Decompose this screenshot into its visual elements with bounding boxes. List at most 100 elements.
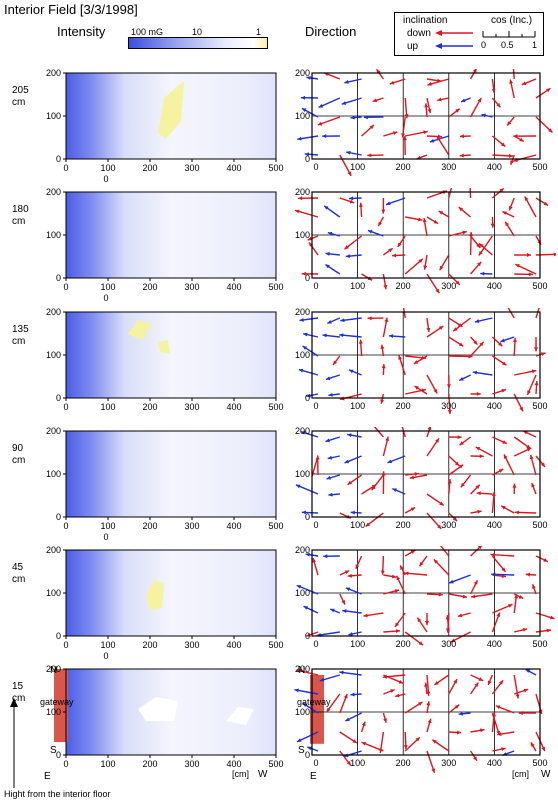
field-arrow-5-0-2 bbox=[302, 703, 308, 707]
field-arrow-3-4-4 bbox=[410, 507, 416, 512]
field-arrow-5-2-3 bbox=[361, 721, 366, 727]
field-arrow-1-2-3 bbox=[345, 254, 351, 259]
field-arrow-0-2-1 bbox=[341, 101, 347, 105]
direction-plot-3: 0 100 200 300 400 500 0 100 200 bbox=[295, 427, 548, 530]
gateway-block-5 bbox=[54, 669, 68, 743]
white-region-5 bbox=[138, 697, 178, 721]
field-arrow-1-1-3 bbox=[325, 251, 330, 256]
field-arrow-4-0-2 bbox=[296, 585, 302, 589]
weak-region-b-2 bbox=[158, 340, 170, 354]
field-arrow-0-8-0 bbox=[491, 88, 496, 94]
unit-label-intensity: [cm] bbox=[232, 769, 249, 779]
field-arrow-5-10-3 bbox=[541, 746, 545, 752]
field-arrow-3-0-0 bbox=[300, 431, 306, 435]
field-arrow-5-5-2 bbox=[426, 701, 431, 706]
direction-xtick-0-1: 100 bbox=[350, 162, 365, 172]
field-arrow-5-10-0 bbox=[525, 669, 531, 674]
field-arrow-1-9-0 bbox=[508, 206, 513, 211]
field-arrow-5-1-2 bbox=[343, 694, 348, 699]
field-arrow-3-5-4 bbox=[437, 524, 442, 529]
field-arrow-0-7-1 bbox=[461, 98, 466, 103]
field-arrow-1-1-0 bbox=[349, 199, 355, 204]
panel-height-4: 45 bbox=[12, 562, 24, 573]
intensity-colorbar bbox=[128, 37, 268, 49]
field-arrow-2-9-4 bbox=[519, 406, 523, 412]
direction-ytick-0-0: 0 bbox=[305, 154, 310, 164]
field-arrow-3-8-0 bbox=[502, 440, 507, 444]
direction-ytick-5-1: 100 bbox=[295, 707, 310, 717]
intensity-xtick-4-5: 500 bbox=[268, 640, 283, 650]
field-arrow-2-5-0 bbox=[426, 327, 431, 333]
field-arrow-5-6-1 bbox=[453, 679, 458, 684]
field-arrow-4-4-4 bbox=[418, 641, 424, 646]
field-arrow-3-3-3 bbox=[381, 471, 386, 476]
direction-xtick-4-2: 200 bbox=[396, 639, 411, 649]
field-arrow-1-10-1 bbox=[524, 196, 529, 201]
panel-unit-1: cm bbox=[12, 216, 26, 227]
field-arrow-4-9-2 bbox=[518, 594, 524, 599]
legend-down: down bbox=[407, 28, 431, 39]
field-arrow-3-9-0 bbox=[526, 444, 531, 449]
field-arrow-0-8-4 bbox=[508, 153, 513, 158]
direction-ytick-5-0: 0 bbox=[305, 750, 310, 760]
field-arrow-2-0-1 bbox=[303, 332, 308, 337]
field-arrow-5-6-3 bbox=[456, 730, 462, 735]
field-arrow-1-1-2 bbox=[327, 231, 333, 236]
field-arrow-0-0-2 bbox=[301, 108, 307, 112]
legend-label-1: 1 bbox=[256, 27, 262, 37]
field-arrow-4-0-1 bbox=[312, 558, 317, 563]
field-arrow-3-9-4 bbox=[501, 505, 506, 510]
field-arrow-1-10-4 bbox=[515, 264, 520, 268]
panel-height-2: 135 bbox=[12, 324, 29, 335]
field-arrow-2-1-1 bbox=[322, 333, 327, 338]
field-arrow-3-10-1 bbox=[540, 462, 546, 467]
field-arrow-5-4-4 bbox=[415, 737, 420, 742]
field-arrow-2-7-4 bbox=[476, 391, 481, 396]
direction-legend: inclination down up cos (Inc.) 0 0.5 1 bbox=[394, 12, 544, 56]
intensity-field-2 bbox=[66, 312, 276, 398]
field-arrow-5-3-1 bbox=[390, 689, 395, 693]
legend-arrows bbox=[435, 30, 473, 49]
direction-frame-2 bbox=[311, 311, 541, 399]
field-arrow-2-7-1 bbox=[473, 340, 478, 345]
intensity-xtick-5-3: 300 bbox=[184, 759, 199, 769]
field-arrow-1-9-2 bbox=[505, 221, 510, 227]
intensity-ytick-1-1: 100 bbox=[46, 230, 61, 240]
field-arrow-4-9-0 bbox=[490, 552, 495, 557]
field-arrow-2-5-1 bbox=[438, 326, 444, 330]
field-arrow-0-3-2 bbox=[363, 115, 368, 120]
field-arrow-1-3-2 bbox=[367, 229, 373, 234]
direction-xtick-1-0: 0 bbox=[313, 281, 318, 291]
field-arrow-2-5-3 bbox=[433, 389, 438, 394]
direction-xtick-4-5: 500 bbox=[532, 639, 547, 649]
field-arrow-3-1-2 bbox=[326, 475, 331, 480]
field-arrow-2-1-3 bbox=[325, 376, 331, 381]
field-arrow-0-8-2 bbox=[481, 113, 486, 118]
field-arrow-3-8-3 bbox=[476, 491, 481, 496]
field-arrow-1-4-0 bbox=[386, 201, 391, 206]
field-arrow-1-3-4 bbox=[383, 284, 388, 290]
direction-xtick-1-4: 400 bbox=[487, 281, 502, 291]
direction-xtick-4-1: 100 bbox=[350, 639, 365, 649]
field-arrow-2-0-4 bbox=[306, 393, 311, 398]
north-label-intensity: N bbox=[50, 665, 58, 676]
field-arrow-1-4-1 bbox=[418, 217, 423, 222]
field-arrow-5-6-4 bbox=[432, 739, 437, 744]
field-arrow-3-7-4 bbox=[477, 509, 482, 514]
intensity-xtick-3-5: 500 bbox=[268, 521, 283, 531]
field-arrow-2-10-1 bbox=[534, 347, 538, 352]
direction-xtick-3-3: 300 bbox=[441, 520, 456, 530]
field-arrow-3-10-0 bbox=[523, 430, 528, 435]
figure-title: Interior Field [3/3/1998] bbox=[4, 2, 138, 17]
intensity-xtick-2-1: 100 bbox=[100, 402, 115, 412]
field-arrow-3-8-2 bbox=[498, 469, 504, 473]
field-arrow-4-0-4 bbox=[306, 632, 311, 637]
field-arrow-3-5-2 bbox=[409, 475, 415, 480]
panel-height-5: 15 bbox=[12, 681, 24, 692]
intensity-xtick-0-4: 400 bbox=[226, 163, 241, 173]
field-arrow-4-10-2 bbox=[532, 584, 536, 589]
footer-label: Hight from the interior floor bbox=[4, 789, 111, 799]
field-arrow-2-1-4 bbox=[328, 392, 333, 397]
field-arrow-2-8-1 bbox=[498, 342, 503, 347]
